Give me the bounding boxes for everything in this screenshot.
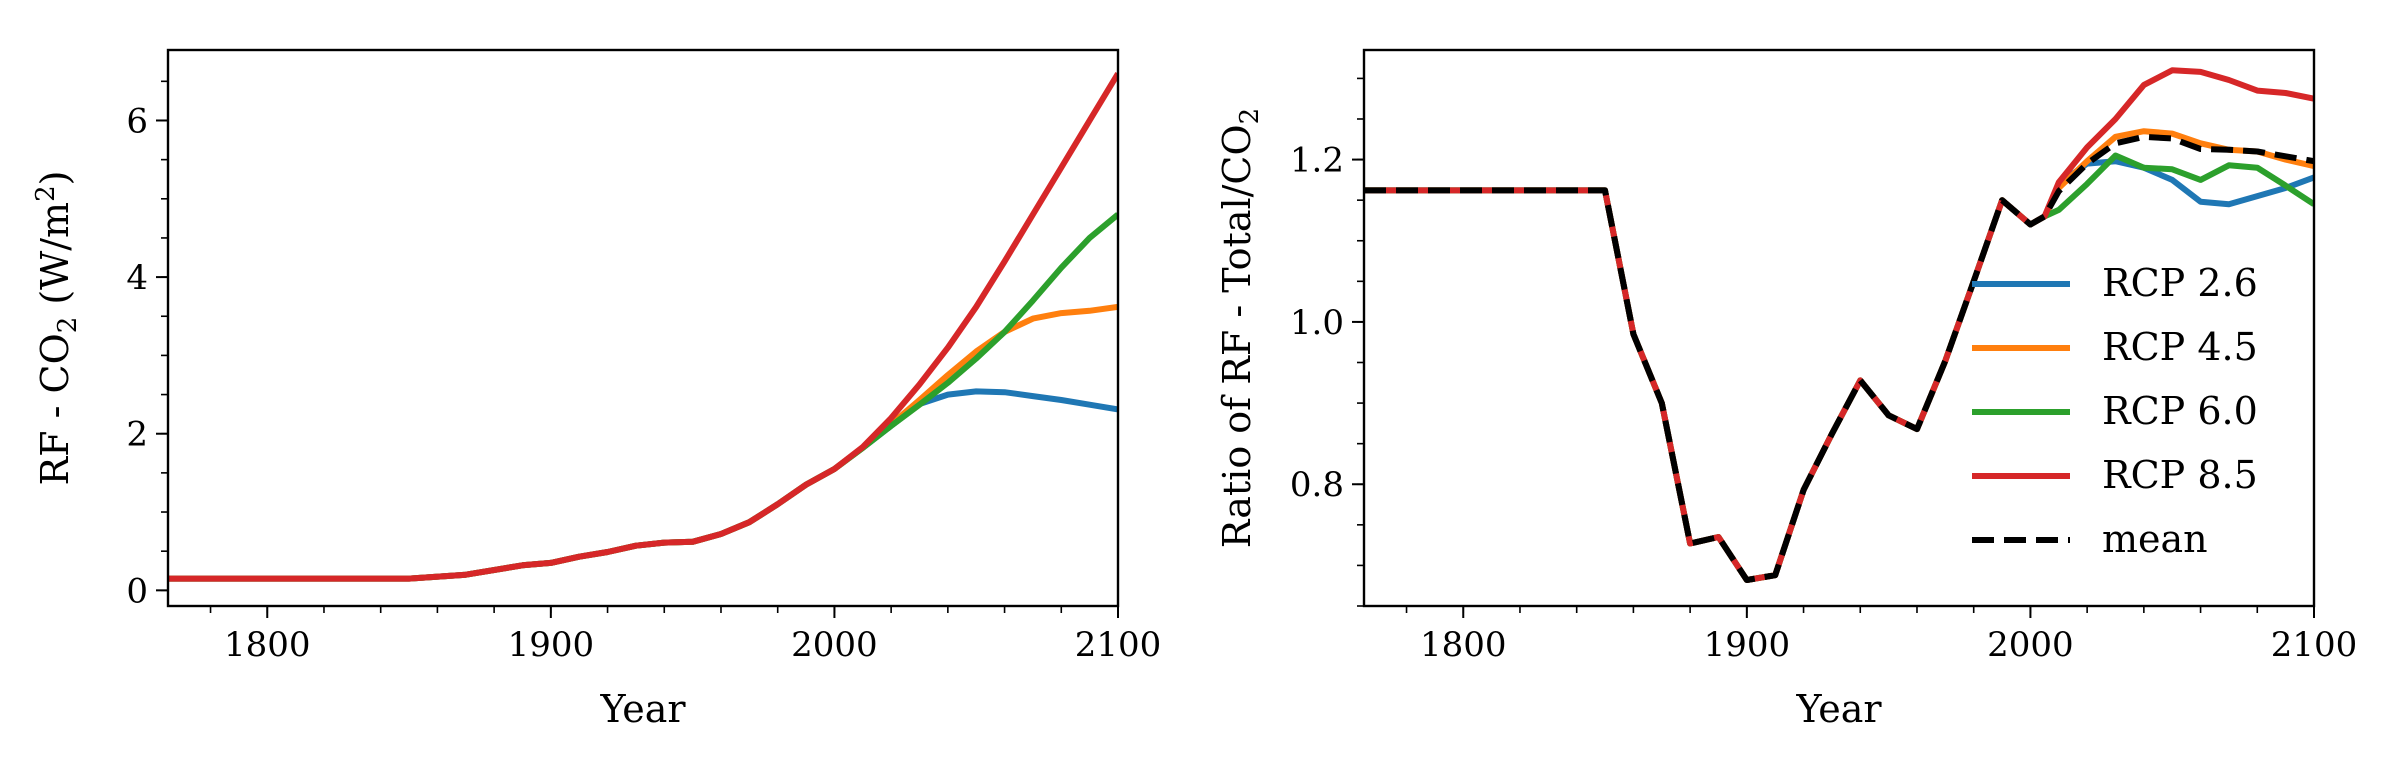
y-tick-label: 6: [126, 101, 148, 141]
x-tick-label: 1800: [1420, 625, 1507, 665]
legend-label: RCP 8.5: [2102, 453, 2258, 497]
legend: RCP 2.6 RCP 4.5 RCP 6.0 RCP 8.5 mean: [1972, 261, 2258, 561]
y-axis-label-unit-open: (W/m: [33, 202, 77, 317]
legend-label: RCP 6.0: [2102, 389, 2258, 433]
plot-frame: [166, 48, 1120, 608]
y-axis-label-subscript: 2: [1235, 108, 1265, 125]
y-tick-label: 0: [126, 571, 148, 611]
legend-label: RCP 2.6: [2102, 261, 2258, 305]
y-axis-label-main: RF - CO: [33, 333, 77, 485]
y-axis-label: RF - CO2 (W/m2): [31, 171, 83, 486]
y-axis-label-subscript: 2: [53, 317, 83, 334]
y-axis-label: Ratio of RF - Total/CO2: [1215, 108, 1265, 548]
legend-label: RCP 4.5: [2102, 325, 2258, 369]
x-tick-label: 2000: [1987, 625, 2074, 665]
series-line-mean: [1364, 133, 2314, 583]
right-chart-panel: 1800 1900 2000 2100 0.8 1.0 1.2 Year Ratio of RF…: [1215, 48, 2358, 731]
x-axis-label: Year: [599, 687, 686, 731]
x-tick-label: 2000: [791, 625, 878, 665]
x-tick-label: 1900: [1704, 625, 1791, 665]
series-group: [168, 71, 1118, 582]
y-tick-label: 2: [126, 415, 148, 455]
y-tick-label: 0.8: [1290, 465, 1344, 505]
series-group: [1364, 67, 2314, 583]
y-axis-label-unit-close: ): [33, 171, 77, 186]
series-line-rcp-8-5: [168, 71, 1118, 582]
x-axis-label: Year: [1795, 687, 1882, 731]
y-axis-label-main: Ratio of RF - Total/CO: [1215, 124, 1259, 548]
y-axis-label-superscript: 2: [31, 185, 61, 202]
x-tick-label: 2100: [2271, 625, 2358, 665]
y-tick-label: 1.0: [1290, 303, 1344, 343]
y-tick-label: 4: [126, 258, 148, 298]
y-tick-label: 1.2: [1290, 141, 1344, 181]
legend-label: mean: [2102, 517, 2208, 561]
x-tick-label: 1900: [508, 625, 595, 665]
x-tick-label: 1800: [224, 625, 311, 665]
plot-frame: [1362, 48, 2316, 608]
x-tick-label: 2100: [1075, 625, 1162, 665]
